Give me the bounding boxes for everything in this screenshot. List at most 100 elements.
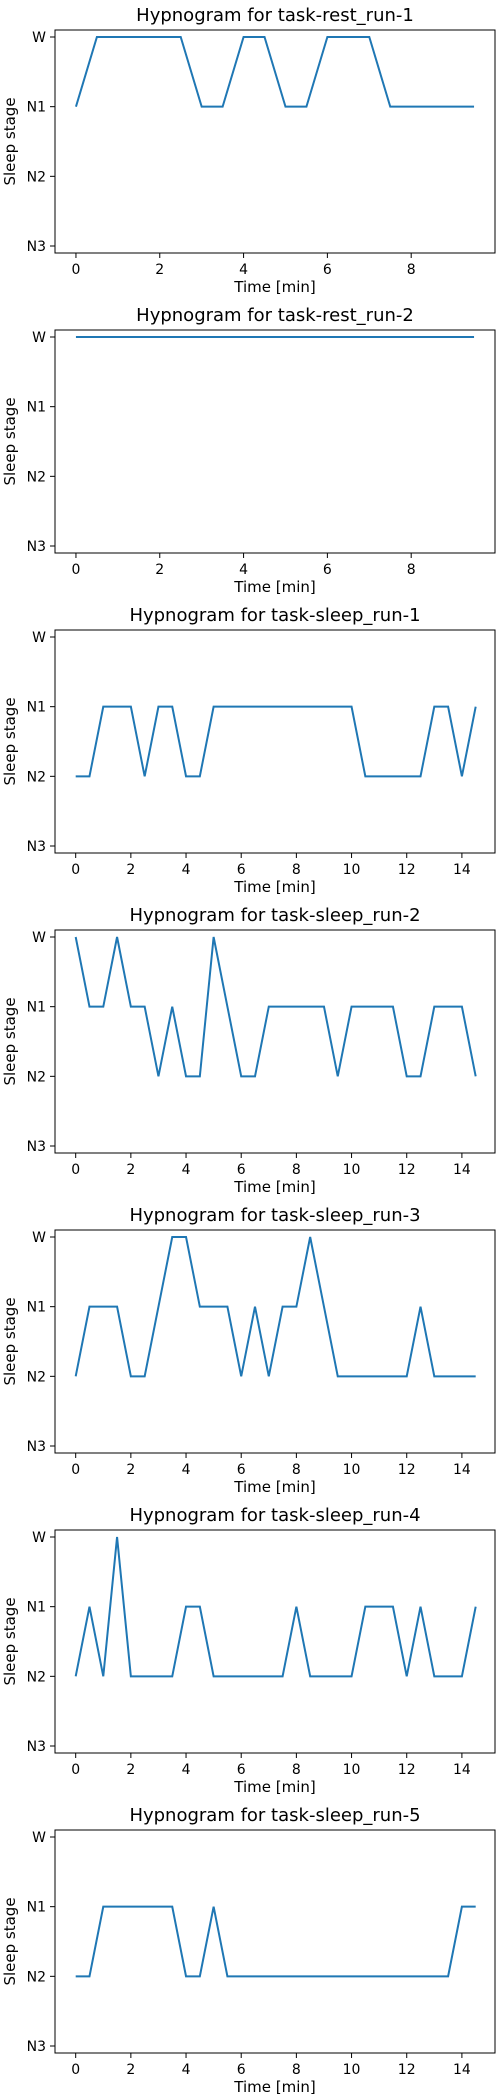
x-tick-label: 2 xyxy=(126,1162,135,1178)
x-tick-label: 8 xyxy=(292,862,301,878)
x-tick-label: 2 xyxy=(126,862,135,878)
chart-title: Hypnogram for task-sleep_run-5 xyxy=(129,1805,420,1826)
y-tick-label: N3 xyxy=(27,1139,46,1155)
x-tick-label: 12 xyxy=(398,1162,416,1178)
hypnogram-series-line xyxy=(74,1536,477,1678)
y-tick-label: N3 xyxy=(27,539,46,555)
x-tick-label: 2 xyxy=(126,1762,135,1778)
chart-panel-3: Hypnogram for task-sleep_run-1 W N1 N2 N3 0 2 4… xyxy=(1,605,496,896)
x-axis-label: Time [min] xyxy=(233,878,315,896)
x-tick-label: 0 xyxy=(71,1462,80,1478)
x-tick-label: 8 xyxy=(407,562,416,578)
axes-frame xyxy=(54,29,496,254)
x-tick-label: 2 xyxy=(155,562,164,578)
x-tick-label: 6 xyxy=(237,1162,246,1178)
x-tick-label: 8 xyxy=(292,2062,301,2078)
y-tick-label: N3 xyxy=(27,239,46,255)
x-tick-label: 6 xyxy=(237,1462,246,1478)
x-tick-label: 14 xyxy=(453,1462,471,1478)
y-axis-label: Sleep stage xyxy=(1,1597,19,1685)
x-axis-label: Time [min] xyxy=(233,578,315,596)
hypnogram-series-line xyxy=(74,936,477,1078)
x-tick-label: 2 xyxy=(126,1462,135,1478)
y-tick-label: N1 xyxy=(27,700,46,716)
x-tick-label: 12 xyxy=(398,1462,416,1478)
y-tick-label: N2 xyxy=(27,769,46,785)
axes-frame xyxy=(54,1529,496,1754)
y-tick-label: N2 xyxy=(27,1369,46,1385)
x-tick-label: 0 xyxy=(71,262,80,278)
y-tick-label: N1 xyxy=(27,1000,46,1016)
x-tick-label: 4 xyxy=(182,1762,191,1778)
x-tick-label: 4 xyxy=(239,262,248,278)
x-tick-label: 4 xyxy=(182,2062,191,2078)
x-tick-label: 6 xyxy=(237,1762,246,1778)
x-tick-label: 14 xyxy=(453,1162,471,1178)
y-tick-label: W xyxy=(32,30,46,46)
x-tick-label: 14 xyxy=(453,2062,471,2078)
y-tick-label: W xyxy=(32,1230,46,1246)
axes-frame xyxy=(54,329,496,554)
hypnogram-series-line xyxy=(75,1905,476,1978)
y-tick-label: N3 xyxy=(27,1439,46,1455)
chart-panel-5: Hypnogram for task-sleep_run-3 W N1 N2 N3 0 2 4… xyxy=(1,1205,496,1496)
chart-title: Hypnogram for task-sleep_run-4 xyxy=(129,1505,420,1526)
y-tick-label: N1 xyxy=(27,400,46,416)
x-tick-label: 12 xyxy=(398,2062,416,2078)
y-tick-label: N1 xyxy=(27,1600,46,1616)
x-tick-label: 2 xyxy=(126,2062,135,2078)
chart-panel-4: Hypnogram for task-sleep_run-2 W N1 N2 N3 0 2 4… xyxy=(1,905,496,1196)
y-tick-label: W xyxy=(32,1830,46,1846)
y-axis-label: Sleep stage xyxy=(1,97,19,185)
x-tick-label: 4 xyxy=(182,862,191,878)
x-tick-label: 12 xyxy=(398,862,416,878)
chart-panel-1: Hypnogram for task-rest_run-1 W N1 N2 N3 0 2 4 6… xyxy=(1,5,496,296)
chart-title: Hypnogram for task-sleep_run-2 xyxy=(129,905,420,926)
y-tick-label: W xyxy=(32,330,46,346)
y-axis-label: Sleep stage xyxy=(1,1897,19,1985)
x-tick-label: 0 xyxy=(71,562,80,578)
x-tick-label: 0 xyxy=(71,1162,80,1178)
y-tick-label: N2 xyxy=(27,169,46,185)
x-tick-label: 10 xyxy=(343,2062,361,2078)
x-axis-label: Time [min] xyxy=(233,2078,315,2096)
y-tick-label: N3 xyxy=(27,2039,46,2055)
chart-panel-2: Hypnogram for task-rest_run-2 W N1 N2 N3 0 2 4 6… xyxy=(1,305,496,596)
chart-panel-6: Hypnogram for task-sleep_run-4 W N1 N2 N3 0 2 4… xyxy=(1,1505,496,1796)
y-tick-label: N2 xyxy=(27,469,46,485)
x-tick-label: 2 xyxy=(155,262,164,278)
x-tick-label: 10 xyxy=(343,1162,361,1178)
x-tick-label: 6 xyxy=(323,562,332,578)
x-tick-label: 12 xyxy=(398,1762,416,1778)
x-tick-label: 4 xyxy=(239,562,248,578)
x-tick-label: 0 xyxy=(71,862,80,878)
hypnogram-series-line xyxy=(74,1236,476,1378)
axes-frame xyxy=(54,1829,496,2054)
x-tick-label: 6 xyxy=(323,262,332,278)
chart-title: Hypnogram for task-rest_run-2 xyxy=(136,305,414,326)
x-axis-label: Time [min] xyxy=(233,1778,315,1796)
y-tick-label: W xyxy=(32,1530,46,1546)
y-tick-label: N1 xyxy=(27,100,46,116)
hypnogram-series-line xyxy=(75,705,477,778)
x-tick-label: 8 xyxy=(292,1462,301,1478)
y-tick-label: N3 xyxy=(27,1739,46,1755)
x-axis-label: Time [min] xyxy=(233,1478,315,1496)
chart-title: Hypnogram for task-rest_run-1 xyxy=(136,5,414,26)
y-tick-label: W xyxy=(32,630,46,646)
x-axis-label: Time [min] xyxy=(233,1178,315,1196)
x-tick-label: 14 xyxy=(453,1762,471,1778)
chart-title: Hypnogram for task-sleep_run-3 xyxy=(129,1205,420,1226)
x-tick-label: 8 xyxy=(292,1162,301,1178)
chart-title: Hypnogram for task-sleep_run-1 xyxy=(129,605,420,626)
x-tick-label: 8 xyxy=(407,262,416,278)
chart-panel-7: Hypnogram for task-sleep_run-5 W N1 N2 N3 0 2 4… xyxy=(1,1805,496,2096)
x-tick-label: 6 xyxy=(237,862,246,878)
y-tick-label: N1 xyxy=(27,1300,46,1316)
y-tick-label: N2 xyxy=(27,1069,46,1085)
hypnogram-series-line xyxy=(74,36,475,108)
x-tick-label: 10 xyxy=(343,1462,361,1478)
y-tick-label: W xyxy=(32,930,46,946)
x-tick-label: 0 xyxy=(71,1762,80,1778)
